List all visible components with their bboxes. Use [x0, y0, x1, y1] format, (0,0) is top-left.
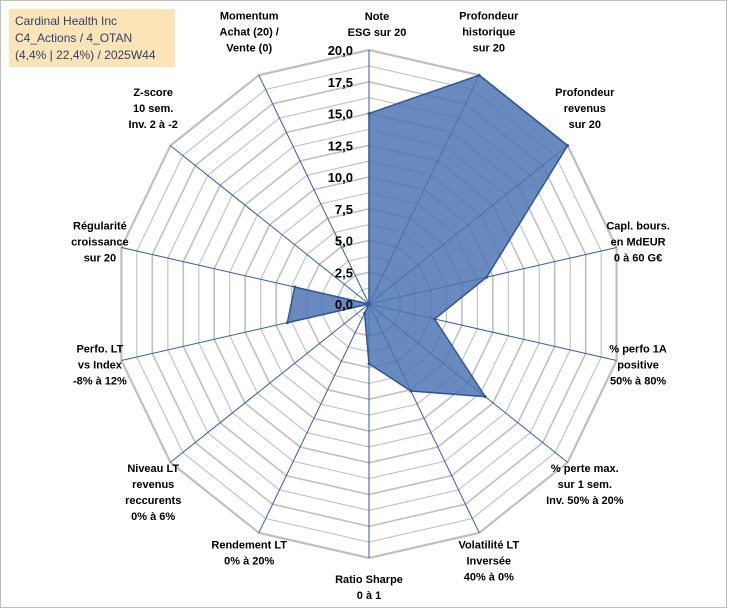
axis-label-line: Inv. 2 à -2	[129, 119, 178, 131]
chart-title-box: Cardinal Health Inc C4_Actions / 4_OTAN …	[9, 9, 175, 67]
series-point	[293, 285, 297, 289]
series-point	[485, 275, 489, 279]
series-point	[477, 73, 481, 77]
chart-title: Cardinal Health Inc	[15, 14, 118, 28]
radial-tick-labels: 0,0 2,5 5,0 7,5 10,0 12,5 15,0 17,5 20,0	[328, 43, 353, 312]
chart-subtitle: C4_Actions / 4_OTAN	[15, 31, 133, 45]
series-point	[433, 317, 437, 321]
axis-label-line: sur 20	[569, 119, 601, 131]
axis-label-line: ESG sur 20	[348, 27, 407, 39]
axis-label-line: % perfo 1A	[609, 343, 667, 355]
axis-spoke	[258, 303, 370, 534]
axis-label-line: sur 20	[84, 253, 116, 265]
axis-label: Ratio Sharpe 0 à 1	[335, 574, 403, 602]
axis-label-line: 10 sem.	[133, 103, 173, 115]
tick-label: 0,0	[335, 297, 353, 312]
series-point	[409, 389, 413, 393]
tick-label: 17,5	[328, 75, 353, 90]
axis-label-line: Vente (0)	[226, 42, 272, 54]
axis-label: Rendement LT 0% à 20%	[211, 540, 287, 568]
axis-label-line: Capl. bours.	[606, 221, 670, 233]
series-point	[363, 311, 367, 315]
axis-label: % perfo 1A positive 50% à 80%	[609, 343, 667, 387]
axis-labels: Note ESG sur 20 Profondeur historique sur 20…	[71, 10, 670, 602]
axis-label-line: revenus	[132, 479, 174, 491]
axis-label-line: -8% à 12%	[73, 375, 127, 387]
axis-label-line: Ratio Sharpe	[335, 574, 403, 586]
axis-label: Capl. bours. en MdEUR 0 à 60 G€	[606, 221, 670, 265]
axis-label-line: 0 à 1	[357, 590, 381, 602]
axis-label-line: sur 1 sem.	[558, 479, 612, 491]
radar-series	[285, 73, 570, 399]
axis-label: Niveau LT revenus reccurents 0% à 6%	[125, 463, 181, 523]
tick-label: 2,5	[335, 265, 353, 280]
axis-label-line: Régularité	[73, 221, 127, 233]
axis-label-line: Rendement LT	[211, 540, 287, 552]
axis-label-line: 0 à 60 G€	[614, 253, 662, 265]
tick-label: 20,0	[328, 43, 353, 58]
tick-label: 5,0	[335, 234, 353, 249]
axis-label-line: Z-score	[133, 87, 173, 99]
axis-label-line: en MdEUR	[611, 237, 666, 249]
axis-label-line: 0% à 6%	[131, 511, 175, 523]
axis-label-line: positive	[617, 359, 659, 371]
axis-label: Profondeur historique sur 20	[459, 10, 519, 54]
series-point	[367, 302, 371, 306]
axis-label-line: reccurents	[125, 495, 181, 507]
tick-label: 12,5	[328, 138, 353, 153]
axis-label-line: Inv. 50% à 20%	[546, 495, 624, 507]
axis-label: % perte max. sur 1 sem. Inv. 50% à 20%	[546, 463, 624, 507]
series-point	[483, 395, 487, 399]
axis-label-line: Momentum	[220, 10, 279, 22]
axis-label: Z-score 10 sem. Inv. 2 à -2	[129, 87, 178, 131]
axis-spoke	[170, 303, 370, 463]
axis-label: Régularité croissance sur 20	[71, 221, 128, 265]
axis-label: Note ESG sur 20	[348, 11, 407, 39]
axis-label: Profondeur revenus sur 20	[555, 87, 615, 131]
axis-label: Volatilité LT Inversée 40% à 0%	[458, 540, 519, 584]
axis-label-line: Perfo. LT	[76, 343, 123, 355]
axis-label-line: % perte max.	[551, 463, 619, 475]
tick-label: 7,5	[335, 202, 353, 217]
axis-label-line: 50% à 80%	[610, 375, 666, 387]
axis-label-line: Volatilité LT	[458, 540, 519, 552]
tick-label: 15,0	[328, 107, 353, 122]
axis-label-line: vs Index	[78, 359, 123, 371]
axis-label-line: croissance	[71, 237, 128, 249]
series-area	[286, 74, 569, 398]
series-point	[566, 144, 570, 148]
axis-label-line: historique	[462, 26, 515, 38]
axis-label: Momentum Achat (20) / Vente (0)	[220, 10, 279, 54]
axis-label-line: revenus	[564, 103, 606, 115]
series-point	[367, 112, 371, 115]
axis-label-line: Achat (20) /	[220, 26, 279, 38]
axis-label-line: Profondeur	[459, 10, 519, 22]
axis-label-line: Profondeur	[555, 87, 615, 99]
axis-spoke	[258, 74, 370, 305]
axis-label-line: Note	[365, 11, 389, 23]
axis-label-line: Inversée	[466, 556, 511, 568]
series-point	[367, 362, 371, 366]
series-point	[285, 321, 289, 325]
axis-label-line: Niveau LT	[127, 463, 179, 475]
axis-label-line: sur 20	[473, 42, 505, 54]
chart-period: (4,4% | 22,4%) / 2025W44	[15, 48, 156, 62]
tick-label: 10,0	[328, 170, 353, 185]
axis-label-line: 40% à 0%	[464, 572, 514, 584]
axis-spoke	[170, 145, 370, 305]
axis-label: Perfo. LT vs Index -8% à 12%	[73, 343, 127, 387]
axis-label-line: 0% à 20%	[224, 556, 274, 568]
